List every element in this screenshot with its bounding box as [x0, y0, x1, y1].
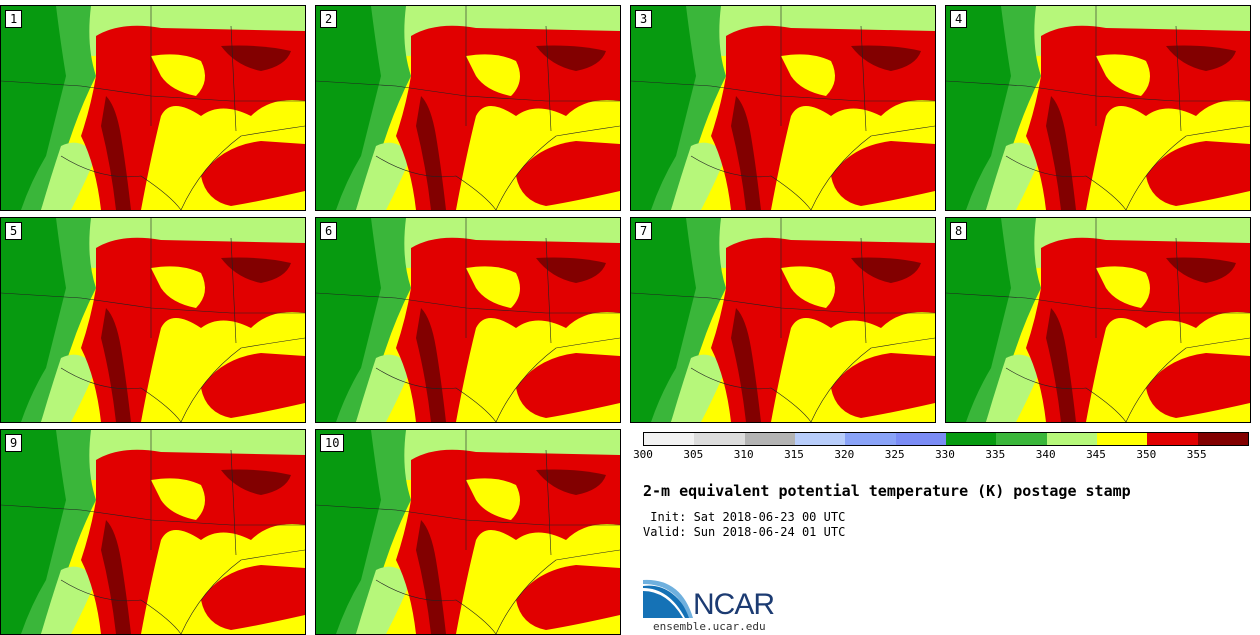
colorbar-swatch [845, 433, 896, 445]
colorbar-swatch [644, 433, 695, 445]
colorbar-swatch [1197, 433, 1248, 445]
site-url: ensemble.ucar.edu [653, 620, 766, 633]
map-panel: 8 [945, 217, 1251, 423]
colorbar-tick-label: 300 [633, 448, 653, 461]
colorbar-swatch [895, 433, 946, 445]
colorbar-swatch [744, 433, 795, 445]
colorbar-swatch [1147, 433, 1198, 445]
map-panel: 1 [0, 5, 306, 211]
map-field [1, 6, 305, 210]
map-panel: 4 [945, 5, 1251, 211]
member-number: 8 [950, 222, 968, 240]
colorbar-swatch [794, 433, 846, 445]
map-panel: 5 [0, 217, 306, 423]
colorbar-swatch [1096, 433, 1148, 445]
colorbar-tick-label: 315 [784, 448, 804, 461]
member-number: 6 [320, 222, 338, 240]
colorbar [643, 432, 1249, 446]
init-time: Init: Sat 2018-06-23 00 UTC [643, 510, 846, 524]
member-number: 7 [635, 222, 653, 240]
map-panel: 9 [0, 429, 306, 635]
colorbar-tick-label: 330 [935, 448, 955, 461]
logo-wordmark: NCAR [693, 588, 775, 621]
colorbar-tick-label: 305 [683, 448, 704, 461]
map-field [1, 430, 305, 634]
colorbar-tick-label: 345 [1086, 448, 1106, 461]
figure-title: 2-m equivalent potential temperature (K)… [643, 482, 1131, 500]
colorbar-tick-label: 320 [834, 448, 855, 461]
map-field [946, 218, 1250, 422]
member-number: 3 [635, 10, 653, 28]
map-panel: 6 [315, 217, 621, 423]
member-number: 1 [5, 10, 23, 28]
colorbar-tick-label: 350 [1136, 448, 1157, 461]
map-field [316, 430, 620, 634]
colorbar-tick-label: 355 [1186, 448, 1207, 461]
member-number: 10 [320, 434, 345, 452]
map-field [1, 218, 305, 422]
colorbar-tick-label: 310 [733, 448, 754, 461]
ncar-logo [643, 579, 693, 618]
colorbar-swatch [945, 433, 997, 445]
map-panel: 10 [315, 429, 621, 635]
map-field [631, 218, 935, 422]
member-number: 2 [320, 10, 338, 28]
map-field [316, 218, 620, 422]
valid-time: Valid: Sun 2018-06-24 01 UTC [643, 525, 846, 539]
colorbar-swatch [694, 433, 745, 445]
member-number: 9 [5, 434, 23, 452]
member-number: 4 [950, 10, 968, 28]
map-field [946, 6, 1250, 210]
map-panel: 3 [630, 5, 936, 211]
colorbar-swatch [996, 433, 1047, 445]
colorbar-swatch [1046, 433, 1097, 445]
colorbar-tick-label: 340 [1035, 448, 1056, 461]
map-field [316, 6, 620, 210]
colorbar-ticks: 300 305 310 315 320 325 330 335 340 345 350 355 [633, 448, 1247, 464]
map-panel: 2 [315, 5, 621, 211]
map-panel: 7 [630, 217, 936, 423]
map-field [631, 6, 935, 210]
colorbar-tick-label: 335 [985, 448, 1006, 461]
colorbar-tick-label: 325 [884, 448, 905, 461]
member-number: 5 [5, 222, 23, 240]
